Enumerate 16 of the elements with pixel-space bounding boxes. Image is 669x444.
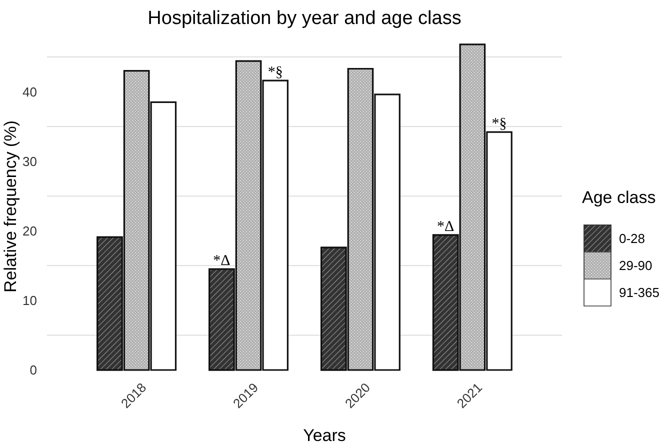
legend-label: 29-90: [619, 258, 652, 274]
y-tick-label: 40: [22, 84, 37, 100]
x-axis-title: Years: [303, 426, 346, 444]
chart-title: Hospitalization by year and age class: [148, 8, 462, 29]
y-axis-title: Relative frequency (%): [1, 120, 20, 292]
y-tick-label: 20: [22, 223, 37, 238]
legend-title: Age class: [582, 188, 656, 207]
y-tick-label: 10: [22, 292, 37, 308]
legend-label: 0-28: [619, 231, 646, 246]
annotation: *Δ: [437, 219, 455, 236]
annotation: *Δ: [213, 253, 231, 270]
legend-label: 91-365: [619, 285, 660, 300]
y-tick-label: 0: [30, 362, 37, 378]
annotation: *§: [492, 116, 507, 132]
y-tick-label: 30: [22, 154, 37, 169]
annotation: *§: [268, 64, 283, 81]
